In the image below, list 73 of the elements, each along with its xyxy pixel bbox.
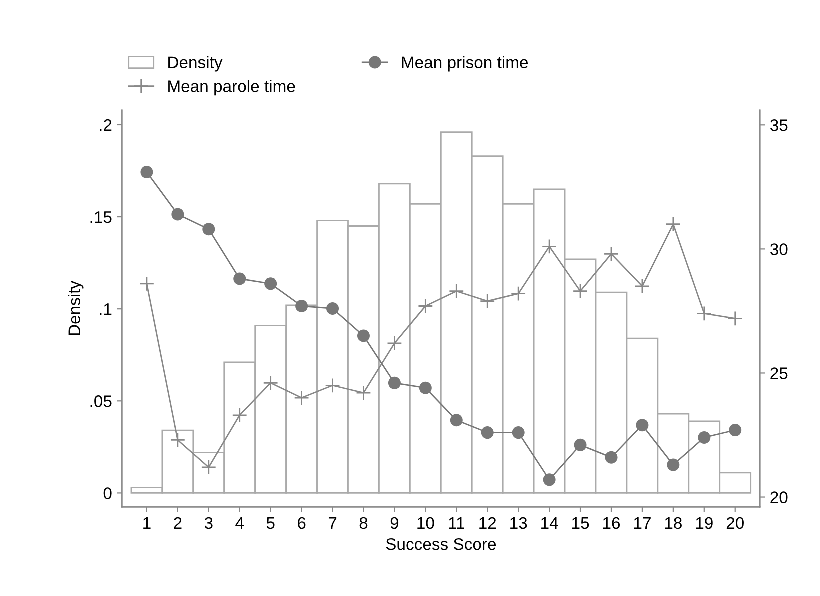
point <box>543 474 556 486</box>
x-tick-label: 17 <box>634 518 651 529</box>
x-tick-label: 13 <box>510 517 528 530</box>
point <box>634 278 650 294</box>
y-tick-label: 0 <box>104 488 112 500</box>
point <box>170 432 186 448</box>
x-tick-label: 8 <box>360 517 368 530</box>
x-tick-label: 4 <box>236 518 244 529</box>
y-tick-label: .2 <box>100 119 112 132</box>
x-tick-label: 7 <box>328 518 337 529</box>
x-tick-label: 14 <box>542 518 558 529</box>
point <box>481 426 494 440</box>
y-tick-label: .05 <box>90 396 112 408</box>
point <box>326 302 340 315</box>
x-tick-label: 1 <box>144 518 151 529</box>
point <box>728 311 744 326</box>
y2-tick-label: 30 <box>770 244 788 256</box>
point <box>264 278 278 290</box>
y-tick-label: .15 <box>90 212 112 224</box>
legend-label: Density <box>168 56 223 72</box>
y-axis-title: Density <box>68 280 84 336</box>
point <box>729 424 742 437</box>
point <box>480 294 496 309</box>
point <box>325 378 340 394</box>
y2-tick-label: 20 <box>770 492 788 504</box>
point <box>387 336 402 352</box>
x-tick-label: 6 <box>298 517 306 530</box>
point <box>667 458 680 472</box>
point <box>698 431 711 444</box>
x-tick-label: 11 <box>449 518 464 529</box>
x-tick-label: 20 <box>726 517 744 530</box>
point <box>357 330 370 342</box>
point <box>202 223 216 236</box>
point <box>572 284 588 299</box>
point <box>666 216 682 232</box>
point <box>449 284 464 299</box>
point <box>139 276 155 292</box>
x-tick-label: 18 <box>665 517 682 530</box>
point <box>510 286 526 302</box>
x-tick-label: 9 <box>390 517 399 530</box>
point <box>542 239 558 254</box>
x-tick-label: 2 <box>174 517 182 529</box>
x-tick-label: 19 <box>696 517 713 530</box>
point <box>296 300 308 312</box>
point <box>418 298 434 314</box>
point <box>605 451 618 464</box>
point <box>172 208 184 221</box>
y2-tick-label: 25 <box>770 368 788 380</box>
legend-label: Mean prison time <box>402 56 528 72</box>
legend-label: Mean parole time <box>168 80 296 96</box>
x-tick-label: 12 <box>480 517 496 529</box>
x-tick-label: 15 <box>572 518 590 530</box>
y-tick-label: .1 <box>100 304 112 316</box>
x-tick-label: 10 <box>418 517 434 530</box>
y2-tick-label: 35 <box>770 120 788 132</box>
point <box>636 419 649 432</box>
point <box>450 414 463 427</box>
x-tick-label: 16 <box>603 517 620 530</box>
point <box>512 426 525 440</box>
point <box>294 390 310 406</box>
x-axis-title: Success Score <box>386 538 496 550</box>
point <box>574 438 587 452</box>
point <box>140 166 154 179</box>
point <box>696 306 712 322</box>
point <box>263 376 278 391</box>
point <box>234 272 246 286</box>
x-tick-label: 5 <box>266 518 275 530</box>
point <box>419 382 432 394</box>
point <box>388 376 401 390</box>
point <box>356 385 372 401</box>
x-tick-label: 3 <box>204 517 213 530</box>
point <box>232 408 248 424</box>
point <box>604 246 620 262</box>
